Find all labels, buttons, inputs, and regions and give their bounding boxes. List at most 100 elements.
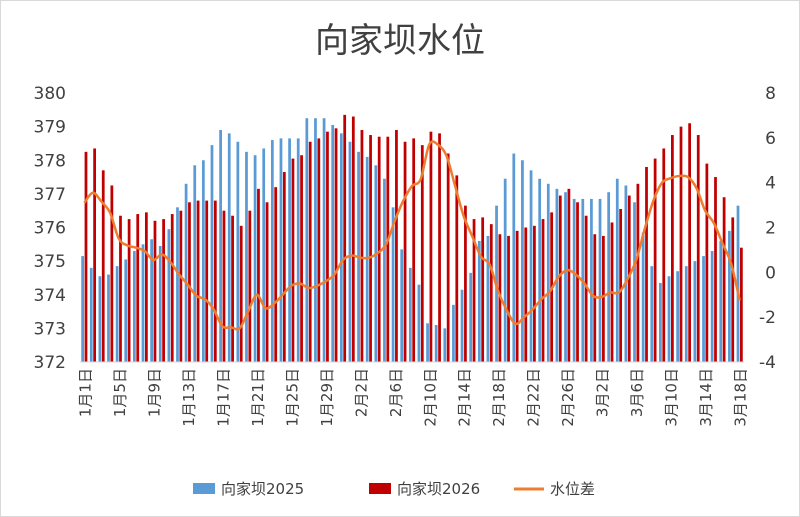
bar-2025: [201, 160, 205, 362]
bar-2025: [615, 178, 619, 362]
legend-label: 向家坝2026: [397, 480, 480, 498]
bar-2026: [205, 200, 209, 362]
bar-2026: [429, 131, 433, 362]
bar-2026: [282, 172, 286, 362]
bar-2026: [653, 158, 657, 362]
legend-label: 向家坝2025: [221, 480, 304, 498]
bar-2025: [529, 170, 533, 362]
bar-2025: [486, 235, 490, 362]
bar-2026: [360, 129, 364, 362]
bar-2026: [300, 155, 303, 362]
bar-2025: [81, 256, 85, 362]
y-left-tick-label: 373: [34, 319, 66, 339]
bar-2026: [308, 141, 312, 362]
x-tick-label: 2月18日: [490, 368, 508, 427]
bar-2025: [89, 267, 93, 362]
bar-2026: [136, 214, 140, 362]
bar-2026: [679, 126, 683, 363]
bar-2026: [489, 224, 493, 362]
bar-2026: [93, 148, 96, 362]
bar-2025: [219, 129, 222, 362]
chart-title: 向家坝水位: [315, 21, 485, 61]
bar-2026: [386, 136, 390, 362]
y-right-tick-label: 8: [765, 84, 776, 104]
bar-2026: [662, 148, 666, 362]
x-tick-label: 2月14日: [456, 368, 474, 427]
bar-2026: [239, 225, 243, 362]
bar-2025: [115, 266, 119, 362]
bar-2026: [265, 202, 269, 362]
bar-2026: [179, 210, 183, 362]
bar-2025: [374, 165, 378, 362]
bar-2026: [446, 153, 450, 362]
bar-2025: [339, 133, 343, 362]
bar-2025: [667, 276, 671, 362]
bar-2026: [636, 183, 640, 362]
bar-2025: [564, 192, 567, 362]
bar-2025: [262, 148, 266, 362]
bar-2026: [153, 220, 157, 362]
bar-2026: [558, 195, 562, 362]
bar-2025: [296, 138, 300, 362]
y-right-tick-label: 2: [765, 219, 776, 239]
bar-2026: [291, 158, 295, 362]
bar-2026: [645, 166, 648, 362]
y-right-axis: -4 -2 0 2 4 6 8: [759, 84, 776, 373]
bar-2025: [503, 178, 507, 362]
bar-2025: [443, 328, 447, 363]
x-tick-label: 1月13日: [180, 368, 198, 427]
bar-2026: [196, 200, 200, 362]
bar-2025: [141, 244, 145, 362]
bars-2025: [81, 118, 740, 363]
bar-2026: [507, 235, 510, 362]
bar-2025: [434, 325, 438, 362]
y-right-tick-label: 4: [765, 174, 776, 194]
bar-2026: [714, 177, 717, 362]
bar-2026: [274, 187, 278, 362]
watermark: 雪球：刺猬偷腥: [673, 485, 792, 505]
bar-2025: [538, 178, 542, 362]
bar-2025: [624, 185, 628, 362]
x-tick-label: 3月14日: [697, 368, 715, 427]
bar-2025: [98, 276, 102, 362]
bar-2026: [731, 217, 735, 362]
bar-2026: [231, 215, 234, 362]
diff-line: [83, 140, 741, 331]
bar-2026: [403, 141, 407, 362]
bar-2025: [193, 165, 197, 362]
bar-2026: [541, 219, 545, 362]
bar-2025: [512, 153, 516, 362]
y-right-tick-label: 0: [765, 263, 776, 283]
bar-2026: [464, 205, 467, 362]
bar-2025: [417, 284, 421, 362]
x-tick-label: 2月6日: [387, 368, 405, 417]
bar-2025: [331, 124, 335, 362]
bar-2025: [736, 205, 740, 362]
x-tick-label: 3月2日: [594, 368, 612, 417]
bar-2026: [101, 170, 105, 362]
bar-2026: [619, 209, 623, 362]
bar-2026: [326, 131, 329, 362]
x-axis: 1月1日 1月5日 1月9日 1月13日 1月17日 1月21日 1月25日 1月29日 2月2…: [76, 361, 750, 427]
bar-2026: [567, 188, 571, 362]
bar-2025: [305, 118, 309, 362]
legend-swatch: [193, 483, 215, 494]
bar-2026: [584, 215, 588, 362]
bar-2026: [602, 235, 605, 362]
x-tick-label: 1月9日: [145, 368, 163, 417]
bar-2025: [659, 282, 662, 362]
bar-2026: [412, 138, 416, 362]
bar-2026: [213, 200, 217, 362]
bar-2026: [705, 163, 709, 362]
bar-2026: [317, 138, 321, 362]
bar-2025: [633, 202, 636, 362]
bar-2025: [365, 156, 369, 362]
bar-2025: [590, 198, 593, 362]
bar-2026: [119, 215, 122, 362]
bar-2025: [719, 240, 723, 362]
bar-2026: [351, 116, 355, 362]
bar-2026: [438, 133, 441, 362]
y-right-tick-label: -4: [759, 353, 776, 373]
bar-2025: [184, 183, 188, 362]
